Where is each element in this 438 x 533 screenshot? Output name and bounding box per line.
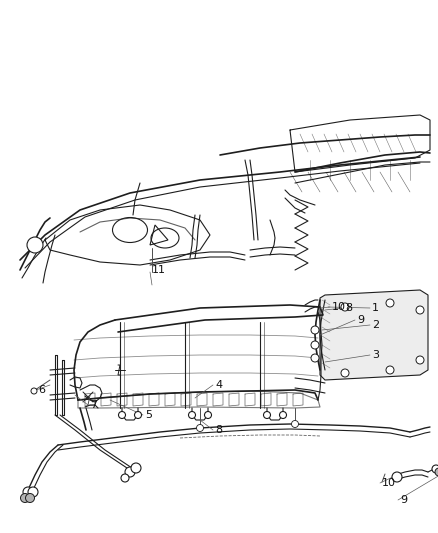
Circle shape <box>311 354 319 362</box>
Text: 2: 2 <box>372 320 379 330</box>
Text: 6: 6 <box>38 385 45 395</box>
Circle shape <box>27 237 43 253</box>
Circle shape <box>31 388 37 394</box>
Circle shape <box>205 411 212 418</box>
Circle shape <box>279 411 286 418</box>
Circle shape <box>23 487 33 497</box>
Text: 8: 8 <box>215 425 222 435</box>
Text: 9: 9 <box>357 315 364 325</box>
Text: 10: 10 <box>332 302 346 312</box>
Circle shape <box>125 467 135 477</box>
Circle shape <box>392 472 402 482</box>
Circle shape <box>386 299 394 307</box>
Circle shape <box>432 465 438 473</box>
Circle shape <box>197 424 204 432</box>
Circle shape <box>28 487 38 497</box>
Text: 8: 8 <box>345 303 352 313</box>
Circle shape <box>311 326 319 334</box>
Circle shape <box>119 411 126 418</box>
Circle shape <box>21 494 29 503</box>
Text: 7: 7 <box>90 400 97 410</box>
Text: 1: 1 <box>372 303 379 313</box>
Circle shape <box>341 303 349 311</box>
Text: 3: 3 <box>372 350 379 360</box>
Circle shape <box>121 474 129 482</box>
Circle shape <box>311 341 319 349</box>
Text: 11: 11 <box>152 265 166 275</box>
Polygon shape <box>320 290 428 380</box>
Circle shape <box>341 369 349 377</box>
Text: 5: 5 <box>145 410 152 420</box>
Circle shape <box>134 411 141 418</box>
Circle shape <box>188 411 195 418</box>
Circle shape <box>292 421 299 427</box>
Circle shape <box>416 306 424 314</box>
Text: 10: 10 <box>382 478 396 488</box>
Text: 4: 4 <box>215 380 222 390</box>
Circle shape <box>416 356 424 364</box>
Circle shape <box>264 411 271 418</box>
Circle shape <box>435 468 438 476</box>
Circle shape <box>131 463 141 473</box>
Circle shape <box>386 366 394 374</box>
Circle shape <box>25 494 35 503</box>
Text: 9: 9 <box>400 495 407 505</box>
